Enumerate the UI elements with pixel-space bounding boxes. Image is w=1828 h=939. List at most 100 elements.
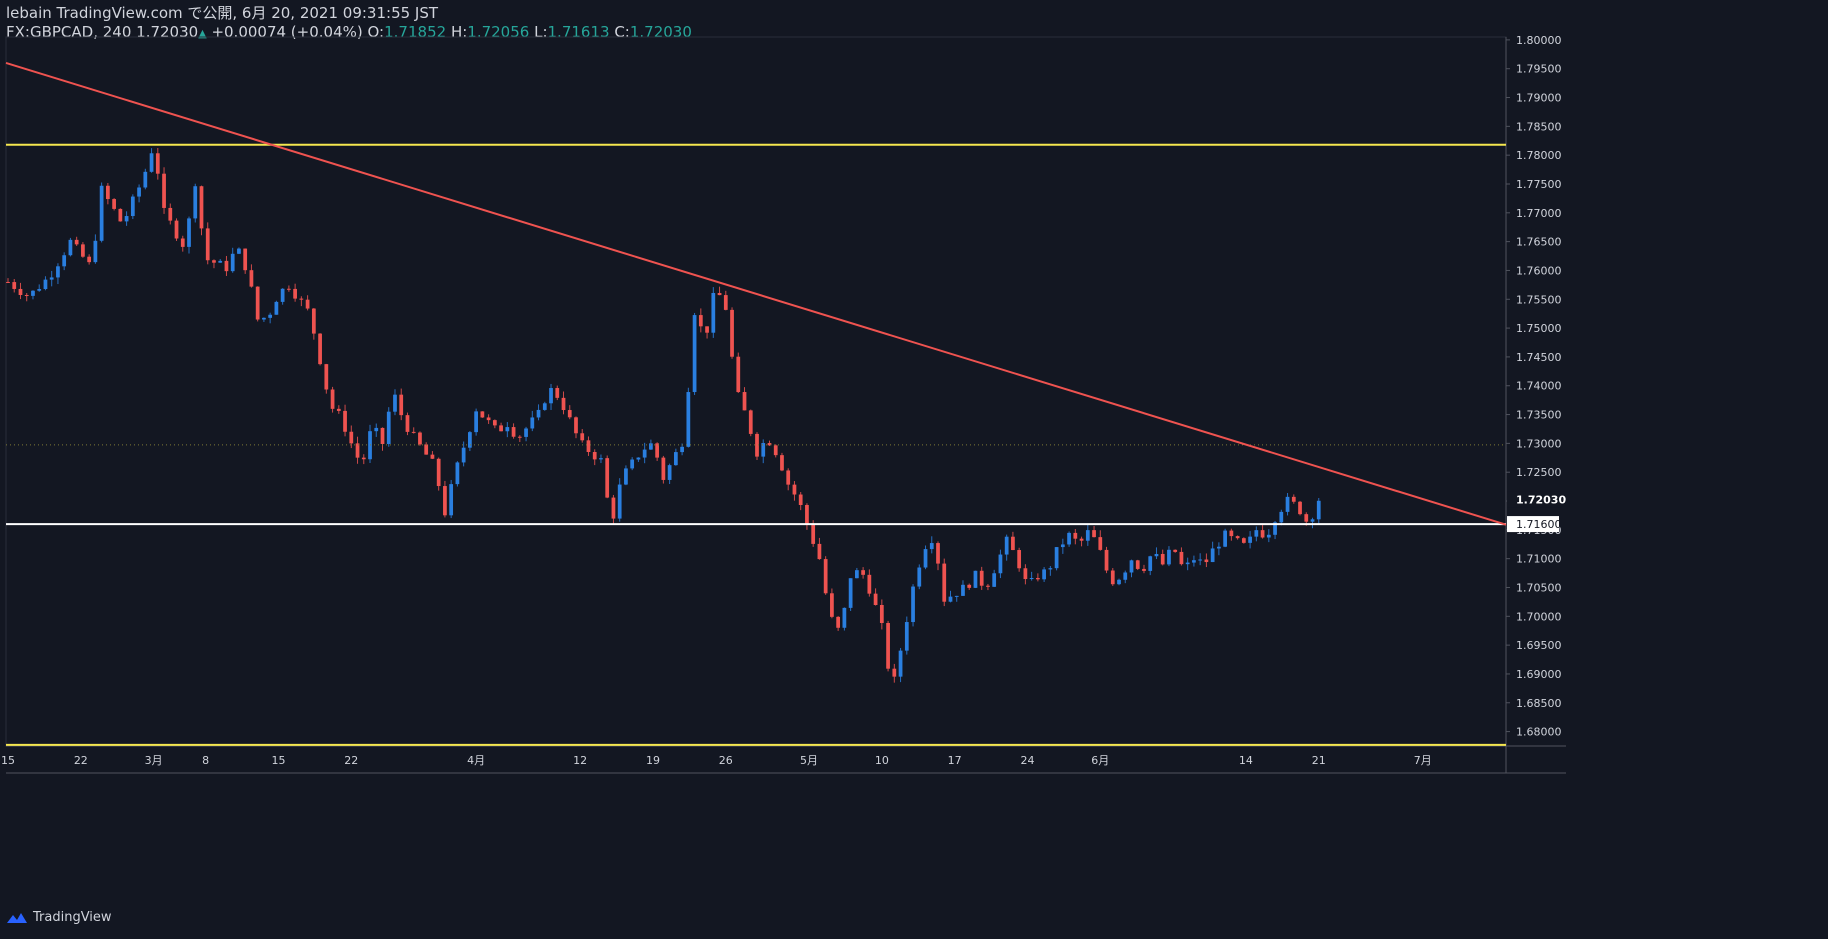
candle-body: [1241, 538, 1246, 543]
candle-body: [149, 153, 154, 172]
candle-body: [624, 468, 628, 485]
candle-body: [561, 397, 566, 411]
candle-body: [830, 593, 834, 617]
time-tick-label: 5月: [800, 754, 818, 767]
candle-body: [143, 171, 148, 188]
candle-body: [31, 290, 35, 296]
candle-body: [280, 288, 285, 302]
candle-body: [1310, 519, 1315, 522]
candle-body: [536, 409, 541, 418]
time-tick-label: 26: [719, 754, 733, 767]
candle-body: [1117, 579, 1121, 585]
candle-body: [124, 216, 129, 222]
price-axis[interactable]: 1.68000 1.68500 1.69000 1.69500 1.70000 1.705…: [1506, 34, 1566, 739]
candle-body: [1304, 514, 1309, 522]
candle-body: [174, 220, 179, 239]
price-tick-label: 1.79500: [1516, 63, 1562, 76]
candle-body: [711, 292, 716, 333]
price-tick-label: 1.77500: [1516, 178, 1562, 191]
candle-body: [948, 596, 953, 602]
time-axis[interactable]: 15 22 3月 8 15 22 4月 12 19 26 5月 10 17 24 6月 14 21 7月: [1, 754, 1432, 767]
candle-body: [305, 299, 310, 309]
candle-body: [836, 616, 841, 628]
candle-body: [1179, 551, 1184, 565]
candle-body: [867, 574, 872, 594]
candle-body: [293, 288, 297, 299]
descending-trendline: [5, 61, 1507, 526]
candle-body: [611, 497, 616, 519]
time-tick-label: 8: [202, 754, 209, 767]
candle-body: [443, 486, 447, 516]
candle-body: [1154, 553, 1159, 557]
candle-body: [1042, 569, 1046, 580]
candle-body: [798, 494, 803, 506]
price-tick-label: 1.79000: [1516, 92, 1562, 105]
candle-body: [155, 153, 160, 174]
candle-body: [93, 240, 98, 263]
candle-body: [18, 288, 23, 295]
candle-body: [81, 244, 85, 257]
candle-body: [56, 266, 60, 278]
price-tick-label: 1.78000: [1516, 149, 1562, 162]
candle-body: [823, 559, 828, 594]
candle-body: [661, 457, 666, 480]
price-tick-label: 1.73500: [1516, 409, 1562, 422]
last-price-label: 1.72030: [1516, 493, 1566, 506]
time-tick-label: 21: [1312, 754, 1326, 767]
candle-body: [6, 281, 10, 283]
price-tick-label: 1.68000: [1516, 726, 1562, 739]
candle-body: [118, 208, 123, 222]
price-tick-label: 1.70500: [1516, 581, 1562, 594]
candle-body: [1273, 522, 1277, 535]
candle-body: [1129, 560, 1134, 573]
candle-body: [1217, 546, 1221, 549]
candle-body: [636, 457, 641, 460]
time-tick-label: 12: [573, 754, 587, 767]
candle-body: [1098, 537, 1103, 550]
candle-body: [1148, 556, 1153, 571]
candle-body: [287, 288, 291, 290]
candle-body: [105, 185, 110, 200]
tradingview-logo[interactable]: TradingView: [6, 910, 112, 925]
candle-body: [1204, 559, 1209, 563]
candle-body: [224, 260, 229, 272]
candle-body: [1223, 530, 1227, 547]
candle-body: [343, 410, 347, 432]
candle-body: [430, 454, 435, 459]
candle-body: [986, 585, 990, 587]
candle-body: [137, 187, 141, 197]
candle-body: [468, 432, 472, 448]
candle-body: [673, 452, 678, 466]
candle-body: [705, 326, 709, 333]
candle-body: [780, 455, 784, 471]
candle-body: [873, 593, 878, 605]
candle-body: [1254, 530, 1259, 537]
candle-body: [786, 470, 791, 485]
candle-body: [698, 315, 703, 327]
candle-body: [455, 462, 460, 485]
candle-body: [230, 253, 235, 272]
candle-body: [74, 239, 79, 245]
candle-body: [162, 173, 166, 208]
price-tick-label: 1.74500: [1516, 351, 1562, 364]
candle-body: [1060, 544, 1065, 548]
candle-body: [243, 248, 248, 271]
candle-body: [168, 207, 173, 221]
candle-body: [349, 431, 354, 444]
price-tick-label: 1.76000: [1516, 264, 1562, 277]
candle-body: [842, 607, 847, 628]
candle-body: [811, 524, 816, 544]
candle-body: [436, 458, 441, 487]
candle-body: [1079, 538, 1084, 541]
candle-body: [517, 436, 522, 438]
up-triangle-icon: ▲: [198, 27, 207, 40]
candle-body: [1266, 534, 1271, 538]
candle-body: [1011, 536, 1015, 551]
time-tick-label: 15: [1, 754, 15, 767]
time-tick-label: 19: [646, 754, 660, 767]
candle-body: [730, 309, 734, 357]
candle-body: [917, 567, 922, 587]
candle-body: [911, 586, 915, 623]
candle-body: [692, 315, 697, 393]
